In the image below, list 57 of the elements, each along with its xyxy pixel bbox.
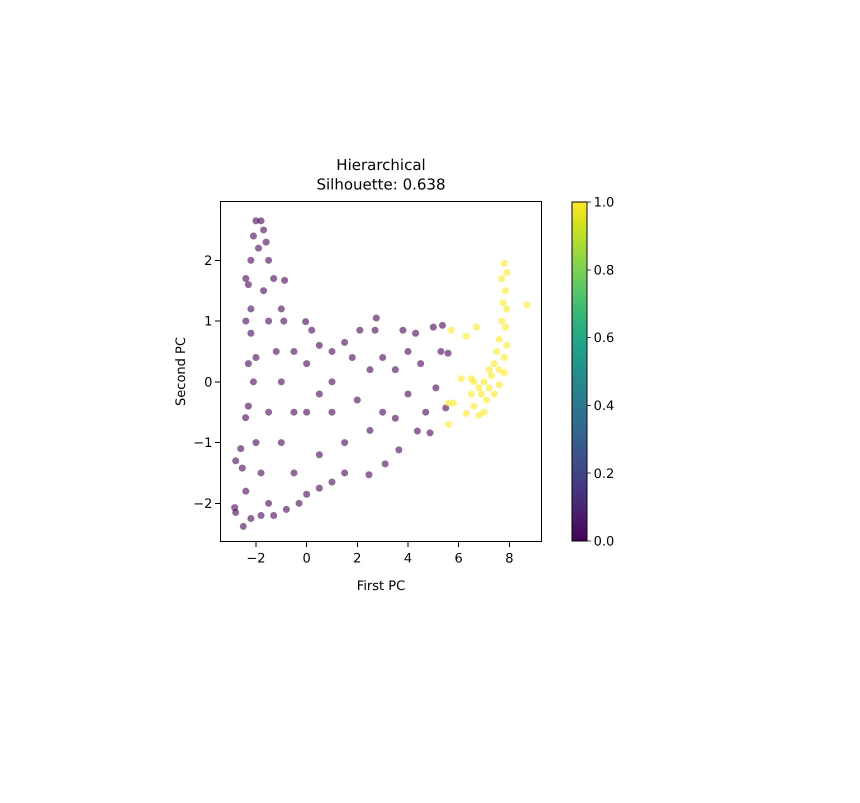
x-tick-label: 4: [404, 552, 412, 567]
point: [496, 336, 503, 343]
point: [500, 260, 508, 267]
point: [478, 390, 485, 398]
y-tick-label: 0: [204, 375, 212, 390]
point: [462, 332, 470, 340]
point: [496, 381, 503, 388]
color-bar-label: 0.4: [594, 398, 614, 414]
point: [472, 324, 480, 331]
point: [498, 318, 506, 325]
point: [448, 326, 455, 334]
x-tick-label: 2: [353, 552, 362, 567]
point: [490, 390, 498, 398]
point: [500, 354, 508, 362]
point: [500, 299, 506, 306]
y-axis-title: Second PC: [174, 337, 189, 406]
x-axis-title: First PC: [356, 579, 406, 594]
point: [462, 410, 470, 417]
point: [503, 305, 510, 312]
color-bar-label: 0.0: [594, 534, 614, 550]
color-bar-label: 0.6: [594, 331, 614, 346]
point: [488, 372, 496, 380]
point: [458, 375, 465, 382]
y-tick-label: −2: [193, 496, 212, 512]
point: [496, 366, 503, 374]
x-tick-label: 0: [302, 552, 311, 567]
point: [486, 366, 493, 374]
point: [480, 408, 488, 416]
y-tick-label: 1: [204, 314, 212, 330]
x-tick-label: 8: [505, 552, 514, 567]
point: [524, 301, 531, 308]
point: [498, 275, 506, 282]
point: [480, 378, 488, 386]
point: [500, 369, 508, 376]
color-bar-label: 1.0: [594, 196, 614, 211]
point: [470, 402, 478, 410]
point: [503, 342, 510, 349]
point: [483, 396, 490, 404]
point: [475, 384, 482, 392]
point: [490, 360, 498, 368]
point: [475, 412, 482, 419]
point: [468, 390, 475, 398]
y-tick-label: 2: [204, 254, 212, 269]
color-bar-label: 0.8: [594, 263, 614, 278]
color-bar-label: 0.2: [594, 466, 614, 482]
point: [502, 324, 510, 331]
y-tick-label: −1: [193, 436, 212, 452]
chart-title: Hierarchical Silhouette: 0.638: [316, 156, 446, 194]
point: [468, 375, 475, 382]
point: [445, 420, 452, 428]
point: [450, 400, 458, 407]
point: [502, 287, 510, 294]
x-tick-label: −2: [246, 552, 266, 567]
point: [493, 348, 500, 355]
x-tick-label: 6: [454, 552, 463, 567]
point: [486, 384, 493, 392]
point: [503, 268, 510, 276]
